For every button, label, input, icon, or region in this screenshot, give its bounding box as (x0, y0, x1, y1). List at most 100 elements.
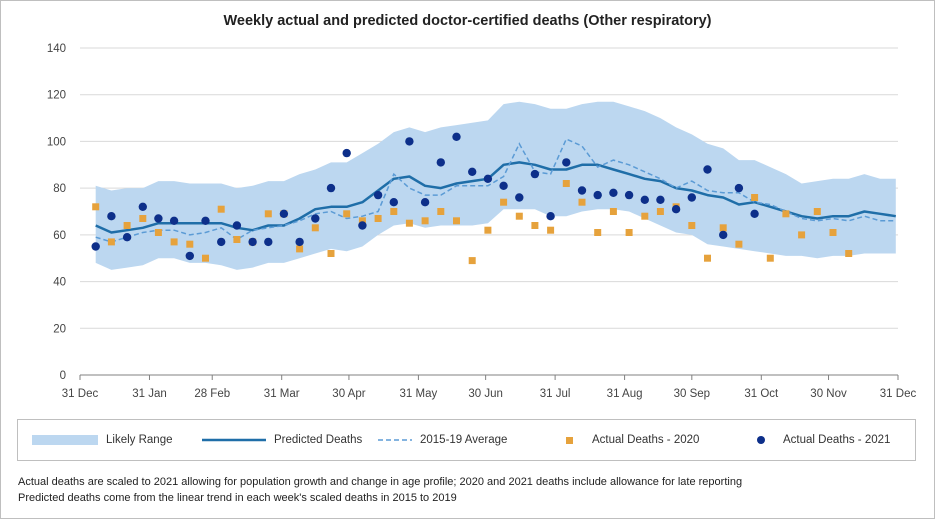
actual-2021-point (671, 205, 681, 214)
actual-2020-point (437, 208, 445, 215)
likely-range-band (95, 101, 896, 270)
actual-2020-point (327, 250, 335, 257)
x-tick-label: 30 Nov (810, 388, 847, 400)
chart-title: Weekly actual and predicted doctor-certi… (223, 13, 712, 29)
actual-2021-point (326, 183, 336, 193)
actual-2020-point (562, 180, 570, 187)
legend-swatch-band (32, 435, 98, 445)
actual-2020-point (170, 238, 178, 246)
actual-2020-point (609, 208, 617, 215)
y-tick-label: 80 (53, 183, 66, 195)
actual-2021-point (609, 188, 618, 197)
legend-item-actual-2020: Actual Deaths - 2020 (564, 420, 699, 460)
legend-label-likely-range: Likely Range (106, 434, 173, 446)
actual-2021-point (138, 202, 147, 211)
legend-label-actual-2021: Actual Deaths - 2021 (783, 434, 891, 446)
actual-2021-point (154, 214, 163, 223)
actual-2020-point (547, 226, 555, 234)
legend-item-actual-2021: Actual Deaths - 2021 (755, 420, 890, 460)
actual-2020-point (484, 226, 492, 234)
actual-2020-point (782, 210, 790, 218)
actual-2020-point (704, 254, 711, 262)
actual-2020-point (751, 194, 759, 201)
actual-2021-point (169, 216, 179, 225)
actual-2020-point (813, 208, 821, 215)
axes: 0 20 40 60 80 100 120 140 31 Dec 31 Jan 28 Feb 31 M… (47, 43, 917, 400)
actual-2020-point (641, 212, 649, 220)
legend-item-likely-range: Likely Range (32, 420, 172, 460)
actual-2021-point (342, 148, 351, 158)
y-tick-label: 40 (53, 277, 66, 289)
actual-2020-point (202, 254, 209, 262)
actual-2020-point (453, 217, 460, 225)
actual-2021-point (624, 190, 634, 200)
actual-2020-point (421, 217, 429, 225)
actual-2020-point (625, 229, 633, 236)
footnote-1: Actual deaths are scaled to 2021 allowin… (18, 476, 743, 488)
actual-2020-point (688, 222, 696, 229)
actual-2021-point (122, 233, 132, 242)
actual-2021-point (750, 209, 759, 218)
actual-2020-point (92, 203, 100, 211)
actual-2020-point (139, 215, 147, 222)
actual-2020-point (578, 198, 586, 206)
actual-2021-point (546, 212, 555, 221)
x-tick-label: 31 Mar (264, 388, 300, 400)
actual-2020-point (405, 219, 413, 227)
chart-plot: 0 20 40 60 80 100 120 140 31 Dec 31 Jan 28 Feb 31 M… (47, 43, 917, 400)
footnotes: Actual deaths are scaled to 2021 allowin… (18, 475, 742, 506)
actual-2020-point (343, 210, 351, 218)
actual-2021-point (499, 181, 508, 190)
average-2015-19-line (95, 138, 896, 243)
actual-2020-point (390, 208, 398, 215)
legend-item-predicted: Predicted Deaths (202, 420, 362, 460)
actual-2021-point (358, 221, 367, 230)
x-tick-label: 30 Apr (332, 388, 365, 400)
x-tick-label: 31 Aug (607, 388, 643, 400)
actual-2020-point (311, 224, 319, 232)
actual-2021-point (515, 193, 524, 202)
y-tick-label: 100 (47, 136, 66, 148)
actual-2021-point (248, 237, 257, 247)
actual-2020-point (264, 210, 272, 218)
actual-2020-point (374, 215, 382, 222)
actual-2021-point (420, 198, 430, 207)
actual-2020-point (358, 217, 366, 225)
y-tick-label: 140 (47, 43, 66, 55)
actual-2021-point (295, 237, 304, 247)
actual-2020-point (123, 222, 131, 229)
legend: Likely Range Predicted Deaths 2015-19 Av… (17, 419, 916, 461)
actual-2020-point (531, 222, 539, 229)
actual-2020-point (217, 205, 225, 213)
x-tick-label: 30 Sep (674, 388, 710, 400)
legend-label-average: 2015-19 Average (420, 434, 508, 446)
predicted-deaths-line (95, 161, 896, 234)
actual-2021-point (687, 193, 696, 202)
y-tick-label: 120 (47, 90, 66, 102)
actual-2021-point (264, 237, 273, 247)
actual-2021-point (373, 190, 383, 200)
actual-2021-point (530, 169, 540, 179)
actual-2021-point (734, 183, 744, 193)
actual-2020-point (656, 208, 664, 215)
actual-2021-point (232, 221, 242, 230)
x-tick-label: 31 Dec (880, 388, 917, 400)
actual-2021-point (279, 209, 289, 218)
actual-2020-point (735, 240, 743, 248)
actual-2020-point (829, 229, 837, 236)
x-tick-label: 30 Jun (468, 388, 503, 400)
y-tick-label: 20 (53, 323, 66, 335)
footnote-2: Predicted deaths come from the linear tr… (18, 491, 457, 504)
actual-2021-point (656, 195, 665, 204)
actual-2020-point (186, 240, 194, 248)
actual-2021-point (91, 242, 100, 251)
actual-2021-point (577, 186, 587, 195)
actual-2020-point (845, 250, 853, 257)
actual-2021-point (452, 132, 461, 141)
legend-swatch-predicted (202, 438, 266, 442)
x-tick-label: 31 May (400, 388, 438, 400)
actual-2021-point (483, 174, 493, 183)
actual-2020-point (766, 254, 774, 262)
actual-2021-point (185, 251, 194, 261)
legend-swatch-actual-2021 (757, 436, 765, 444)
